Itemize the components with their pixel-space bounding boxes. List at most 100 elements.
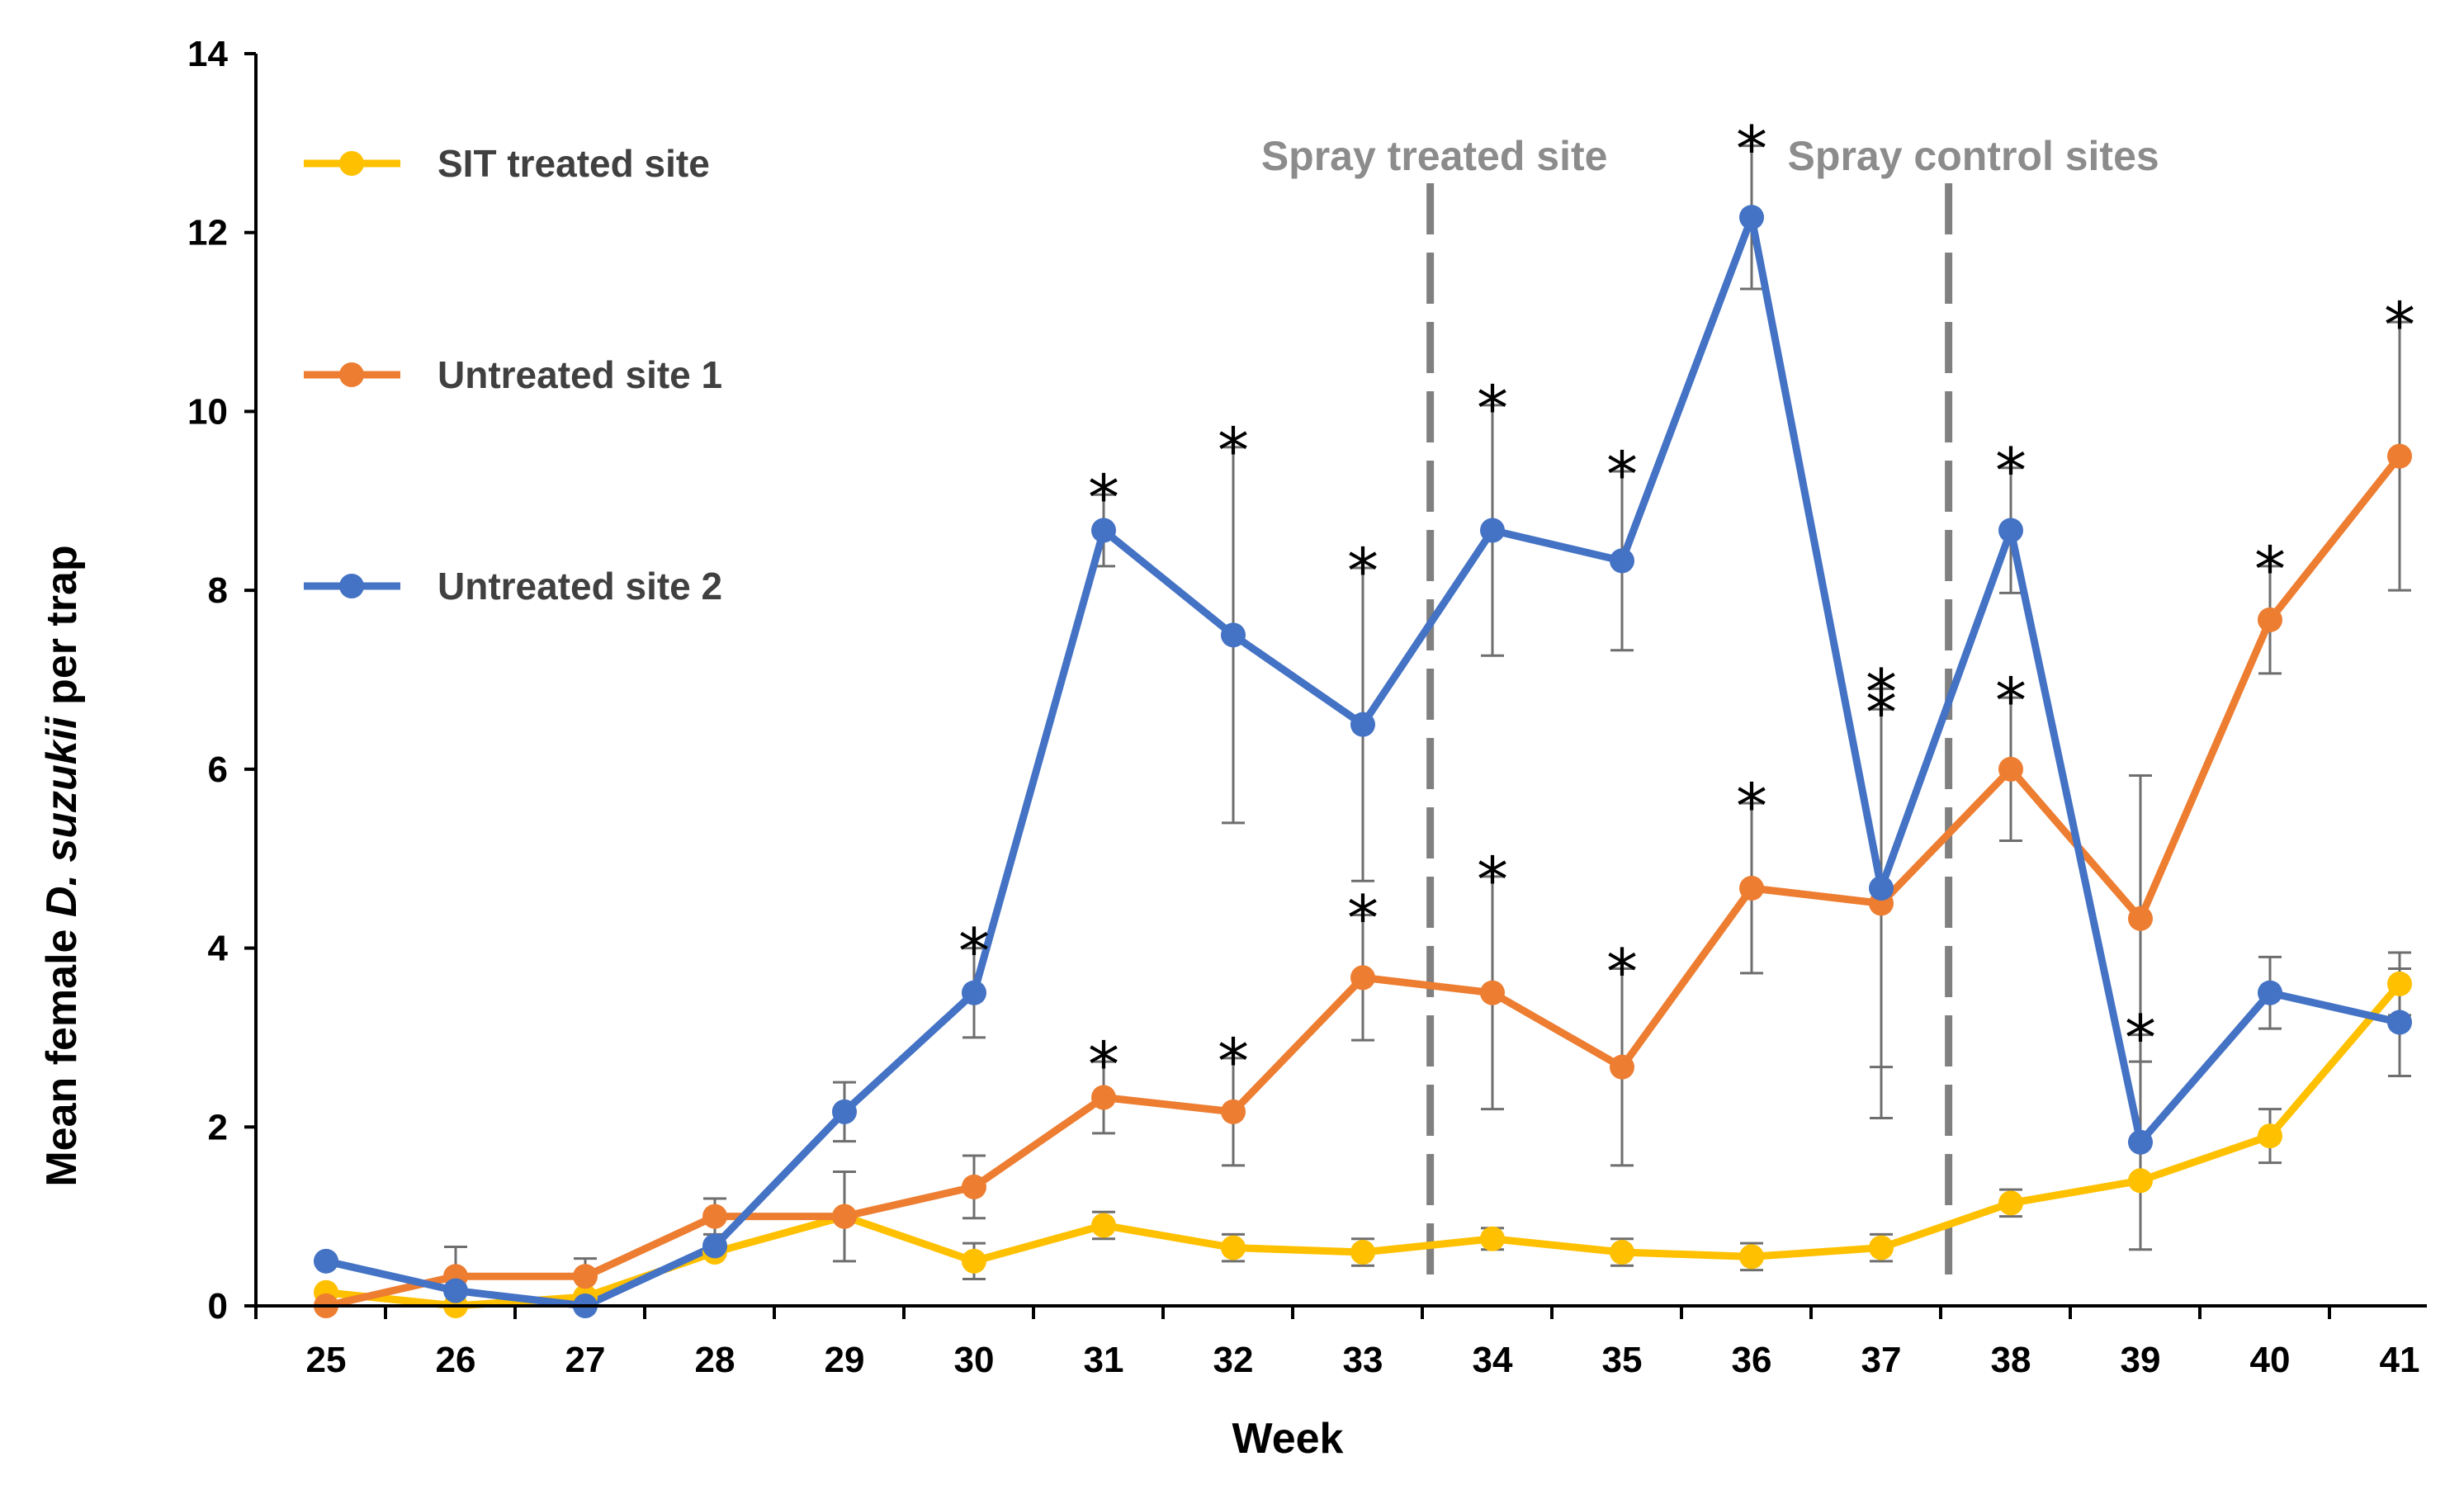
significance-star: *: [1866, 675, 1897, 749]
x-tick-label: 38: [1991, 1340, 2031, 1380]
data-point: [702, 1204, 727, 1229]
data-point: [1998, 1190, 2023, 1216]
data-point: [1739, 875, 1764, 901]
x-tick-label: 25: [306, 1340, 347, 1380]
data-point: [1350, 1239, 1375, 1265]
x-tick-label: 35: [1602, 1340, 1643, 1380]
significance-star: *: [1347, 881, 1379, 954]
significance-star: *: [1218, 1024, 1249, 1098]
x-tick-label: 37: [1861, 1340, 1902, 1380]
x-tick-label: 26: [436, 1340, 476, 1380]
legend-label: Untreated site 1: [437, 353, 722, 396]
data-point: [2128, 1168, 2153, 1194]
data-point: [1739, 205, 1764, 230]
y-tick-label: 0: [208, 1286, 228, 1327]
significance-star: *: [2125, 1001, 2156, 1075]
significance-star: *: [1088, 1028, 1119, 1101]
spray-event-label: Spray control sites: [1788, 133, 2159, 179]
significance-star: *: [958, 915, 990, 988]
data-point: [1350, 965, 1375, 991]
data-point: [1221, 1099, 1246, 1124]
y-tick-label: 12: [187, 213, 228, 253]
significance-star: *: [1218, 414, 1249, 487]
data-point: [1869, 875, 1894, 901]
axes-layer: 0 2 4 6 8 10 12 14 25 26 27 28 29 30 31 32 33 34 35 36 37 38 3…: [187, 34, 2427, 1380]
significance-star: *: [1477, 371, 1508, 445]
data-point: [1091, 1213, 1116, 1238]
data-point: [2128, 906, 2153, 931]
data-point: [1739, 1244, 1764, 1270]
significance-star: *: [1995, 434, 2027, 508]
data-point: [1221, 1235, 1246, 1260]
data-point: [2258, 1123, 2282, 1149]
significance-star: *: [1866, 655, 1897, 728]
legend-label: SIT treated site: [437, 142, 710, 185]
data-point: [1350, 712, 1375, 737]
x-tick-label: 39: [2121, 1340, 2161, 1380]
significance-star: *: [2384, 288, 2415, 362]
legend-label: Untreated site 2: [437, 565, 722, 608]
labels-layer: Week Mean female D. suzukii per trap Spr…: [38, 133, 2159, 1463]
data-point: [1221, 622, 1246, 648]
data-point: [1091, 1085, 1116, 1110]
legend-swatch-marker: [339, 362, 364, 387]
x-tick-label: 27: [565, 1340, 606, 1380]
legend-swatch-marker: [339, 574, 364, 598]
significance-stars-layer: * ****** *************: [958, 112, 2415, 1102]
data-point: [314, 1248, 338, 1274]
y-axis-title: Mean female D. suzukii per trap: [38, 545, 86, 1186]
dashed-lines-layer: [1426, 183, 1953, 1279]
data-point: [1998, 518, 2023, 543]
data-point: [573, 1264, 598, 1289]
x-tick-label: 28: [695, 1340, 735, 1380]
x-axis-title: Week: [1232, 1415, 1344, 1463]
x-tick-label: 31: [1084, 1340, 1124, 1380]
significance-star: *: [1347, 534, 1379, 608]
x-tick-label: 32: [1213, 1340, 1254, 1380]
data-point: [2387, 443, 2412, 469]
y-tick-label: 14: [187, 34, 228, 74]
significance-star: *: [1995, 664, 2027, 737]
x-tick-label: 30: [954, 1340, 995, 1380]
x-tick-label: 34: [1473, 1340, 1513, 1380]
data-point: [1869, 1235, 1894, 1260]
significance-star: *: [1606, 934, 1638, 1008]
y-axis-title-species: D. suzukii: [38, 716, 86, 917]
x-tick-label: 41: [2380, 1340, 2420, 1380]
y-tick-label: 2: [208, 1107, 228, 1147]
y-tick-label: 6: [208, 750, 228, 790]
significance-star: *: [1088, 461, 1119, 534]
data-point: [962, 1248, 986, 1274]
legend-swatch-marker: [339, 151, 364, 176]
data-point: [1480, 980, 1505, 1005]
data-point: [2258, 607, 2282, 632]
x-tick-label: 33: [1343, 1340, 1383, 1380]
data-point: [1480, 518, 1505, 543]
data-point: [832, 1204, 857, 1229]
significance-star: *: [1736, 769, 1767, 843]
y-axis-title-suffix: per trap: [38, 545, 86, 716]
data-point: [1998, 756, 2023, 782]
y-tick-label: 10: [187, 391, 228, 432]
x-tick-label: 36: [1732, 1340, 1772, 1380]
data-point: [1610, 1239, 1634, 1265]
significance-star: *: [1477, 843, 1508, 916]
data-point: [443, 1278, 468, 1303]
legend: SIT treated site Untreated site 1 Untreate…: [304, 142, 722, 608]
y-tick-label: 8: [208, 570, 228, 611]
data-point: [2258, 980, 2282, 1005]
significance-star: *: [1736, 112, 1767, 186]
data-point: [2387, 971, 2412, 996]
data-point: [962, 1174, 986, 1199]
data-point: [1480, 1226, 1505, 1251]
significance-star: *: [2254, 532, 2286, 606]
data-point: [2128, 1129, 2153, 1155]
data-point: [702, 1233, 727, 1259]
data-point: [962, 980, 986, 1005]
y-axis-title-prefix: Mean female: [38, 917, 86, 1187]
data-point: [1610, 548, 1634, 574]
x-tick-label: 29: [825, 1340, 865, 1380]
y-tick-label: 4: [208, 929, 229, 969]
data-points-layer: [314, 205, 2412, 1318]
